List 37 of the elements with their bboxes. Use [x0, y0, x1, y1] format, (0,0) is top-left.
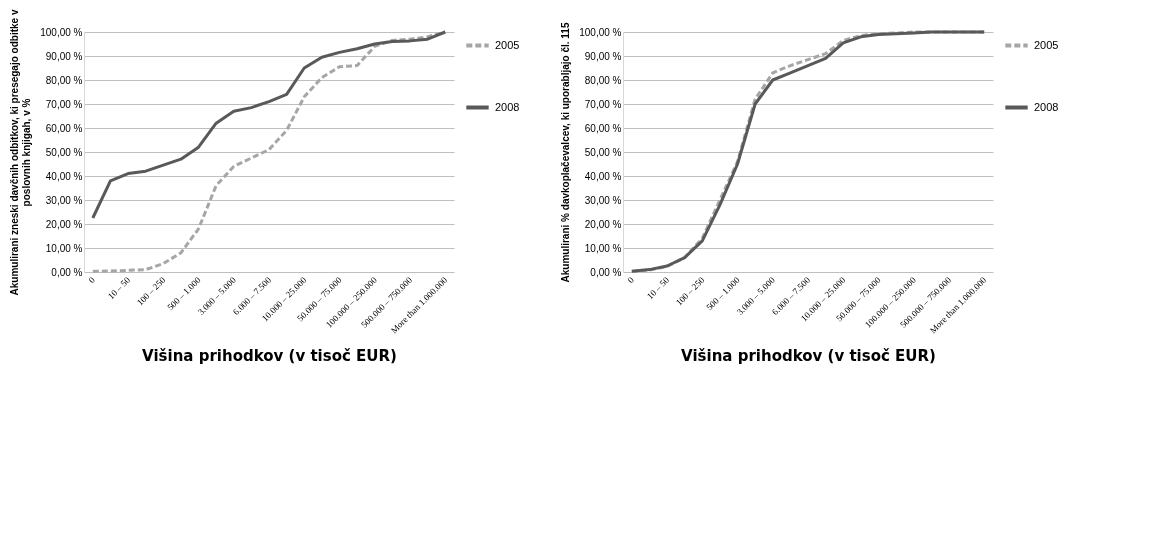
- y-tick-label: 100,00 %: [579, 26, 622, 38]
- y-tick-label: 40,00 %: [584, 170, 622, 182]
- y-tick-label: 80,00 %: [45, 74, 83, 86]
- x-tick-label: 10 – 50: [105, 274, 133, 302]
- x-tick-label: 0: [86, 274, 98, 286]
- y-tick-label: 80,00 %: [584, 74, 622, 86]
- y-tick-label: 60,00 %: [45, 122, 83, 134]
- y-axis-title: Akumulirani zneski davčnih odbitkov, ki presegajo odbitke v poslovnih knjigah, v %: [9, 9, 33, 296]
- y-tick-label: 30,00 %: [584, 194, 622, 206]
- y-tick-label: 100,00 %: [40, 26, 83, 38]
- line-series: [91, 30, 447, 220]
- y-axis-title: Akumulirani % davkoplačevalcev, ki uporabljajo čl. 115: [560, 22, 572, 283]
- y-tick-label: 10,00 %: [584, 242, 622, 254]
- x-tick-label: 10 – 50: [644, 274, 672, 302]
- x-tick-label: 100 – 250: [673, 274, 707, 308]
- x-tick-label: 0: [625, 274, 637, 286]
- y-tick-label: 70,00 %: [584, 98, 622, 110]
- legend-label: 2008: [1034, 100, 1059, 113]
- y-tick-label: 0,00 %: [590, 266, 622, 278]
- y-tick-label: 60,00 %: [584, 122, 622, 134]
- y-tick-label: 50,00 %: [45, 146, 83, 158]
- x-axis-title: Višina prihodkov (v tisoč EUR): [142, 347, 397, 366]
- legend-label: 2005: [495, 38, 520, 51]
- y-tick-label: 50,00 %: [584, 146, 622, 158]
- y-tick-label: 70,00 %: [45, 98, 83, 110]
- x-axis-title: Višina prihodkov (v tisoč EUR): [681, 347, 936, 366]
- y-tick-label: 90,00 %: [584, 50, 622, 62]
- y-tick-label: 20,00 %: [584, 218, 622, 230]
- y-tick-label: 20,00 %: [45, 218, 83, 230]
- y-tick-label: 10,00 %: [45, 242, 83, 254]
- x-tick-label: 100 – 250: [134, 274, 168, 308]
- y-tick-label: 40,00 %: [45, 170, 83, 182]
- legend-label: 2005: [1034, 38, 1059, 51]
- y-tick-label: 0,00 %: [51, 266, 83, 278]
- y-tick-label: 30,00 %: [45, 194, 83, 206]
- legend-label: 2008: [495, 100, 520, 113]
- y-tick-label: 90,00 %: [45, 50, 83, 62]
